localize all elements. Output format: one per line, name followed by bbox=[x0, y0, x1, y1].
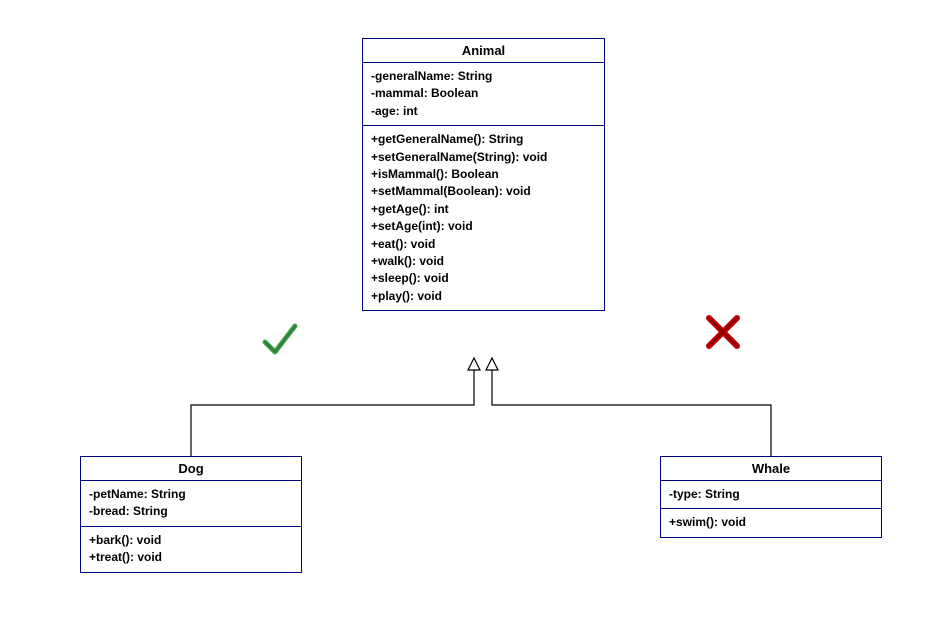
method-row: +setMammal(Boolean): void bbox=[371, 183, 596, 200]
methods-section: +getGeneralName(): String +setGeneralNam… bbox=[363, 126, 604, 310]
attribute-row: -petName: String bbox=[89, 486, 293, 503]
method-row: +setAge(int): void bbox=[371, 218, 596, 235]
uml-class-whale: Whale -type: String +swim(): void bbox=[660, 456, 882, 538]
method-row: +play(): void bbox=[371, 288, 596, 305]
attributes-section: -generalName: String -mammal: Boolean -a… bbox=[363, 63, 604, 126]
crossmark-icon bbox=[703, 312, 743, 361]
methods-section: +swim(): void bbox=[661, 509, 881, 536]
method-row: +setGeneralName(String): void bbox=[371, 149, 596, 166]
method-row: +getGeneralName(): String bbox=[371, 131, 596, 148]
class-title: Whale bbox=[661, 457, 881, 481]
method-row: +getAge(): int bbox=[371, 201, 596, 218]
edge-dog-animal bbox=[191, 358, 480, 456]
method-row: +swim(): void bbox=[669, 514, 873, 531]
method-row: +eat(): void bbox=[371, 236, 596, 253]
class-title: Animal bbox=[363, 39, 604, 63]
attribute-row: -mammal: Boolean bbox=[371, 85, 596, 102]
attribute-row: -bread: String bbox=[89, 503, 293, 520]
edge-whale-animal bbox=[486, 358, 771, 456]
attribute-row: -generalName: String bbox=[371, 68, 596, 85]
methods-section: +bark(): void +treat(): void bbox=[81, 527, 301, 572]
method-row: +sleep(): void bbox=[371, 270, 596, 287]
uml-class-dog: Dog -petName: String -bread: String +bar… bbox=[80, 456, 302, 573]
attribute-row: -type: String bbox=[669, 486, 873, 503]
method-row: +bark(): void bbox=[89, 532, 293, 549]
checkmark-icon bbox=[260, 320, 300, 369]
method-row: +isMammal(): Boolean bbox=[371, 166, 596, 183]
method-row: +treat(): void bbox=[89, 549, 293, 566]
attribute-row: -age: int bbox=[371, 103, 596, 120]
method-row: +walk(): void bbox=[371, 253, 596, 270]
attributes-section: -type: String bbox=[661, 481, 881, 509]
attributes-section: -petName: String -bread: String bbox=[81, 481, 301, 527]
class-title: Dog bbox=[81, 457, 301, 481]
uml-class-animal: Animal -generalName: String -mammal: Boo… bbox=[362, 38, 605, 311]
